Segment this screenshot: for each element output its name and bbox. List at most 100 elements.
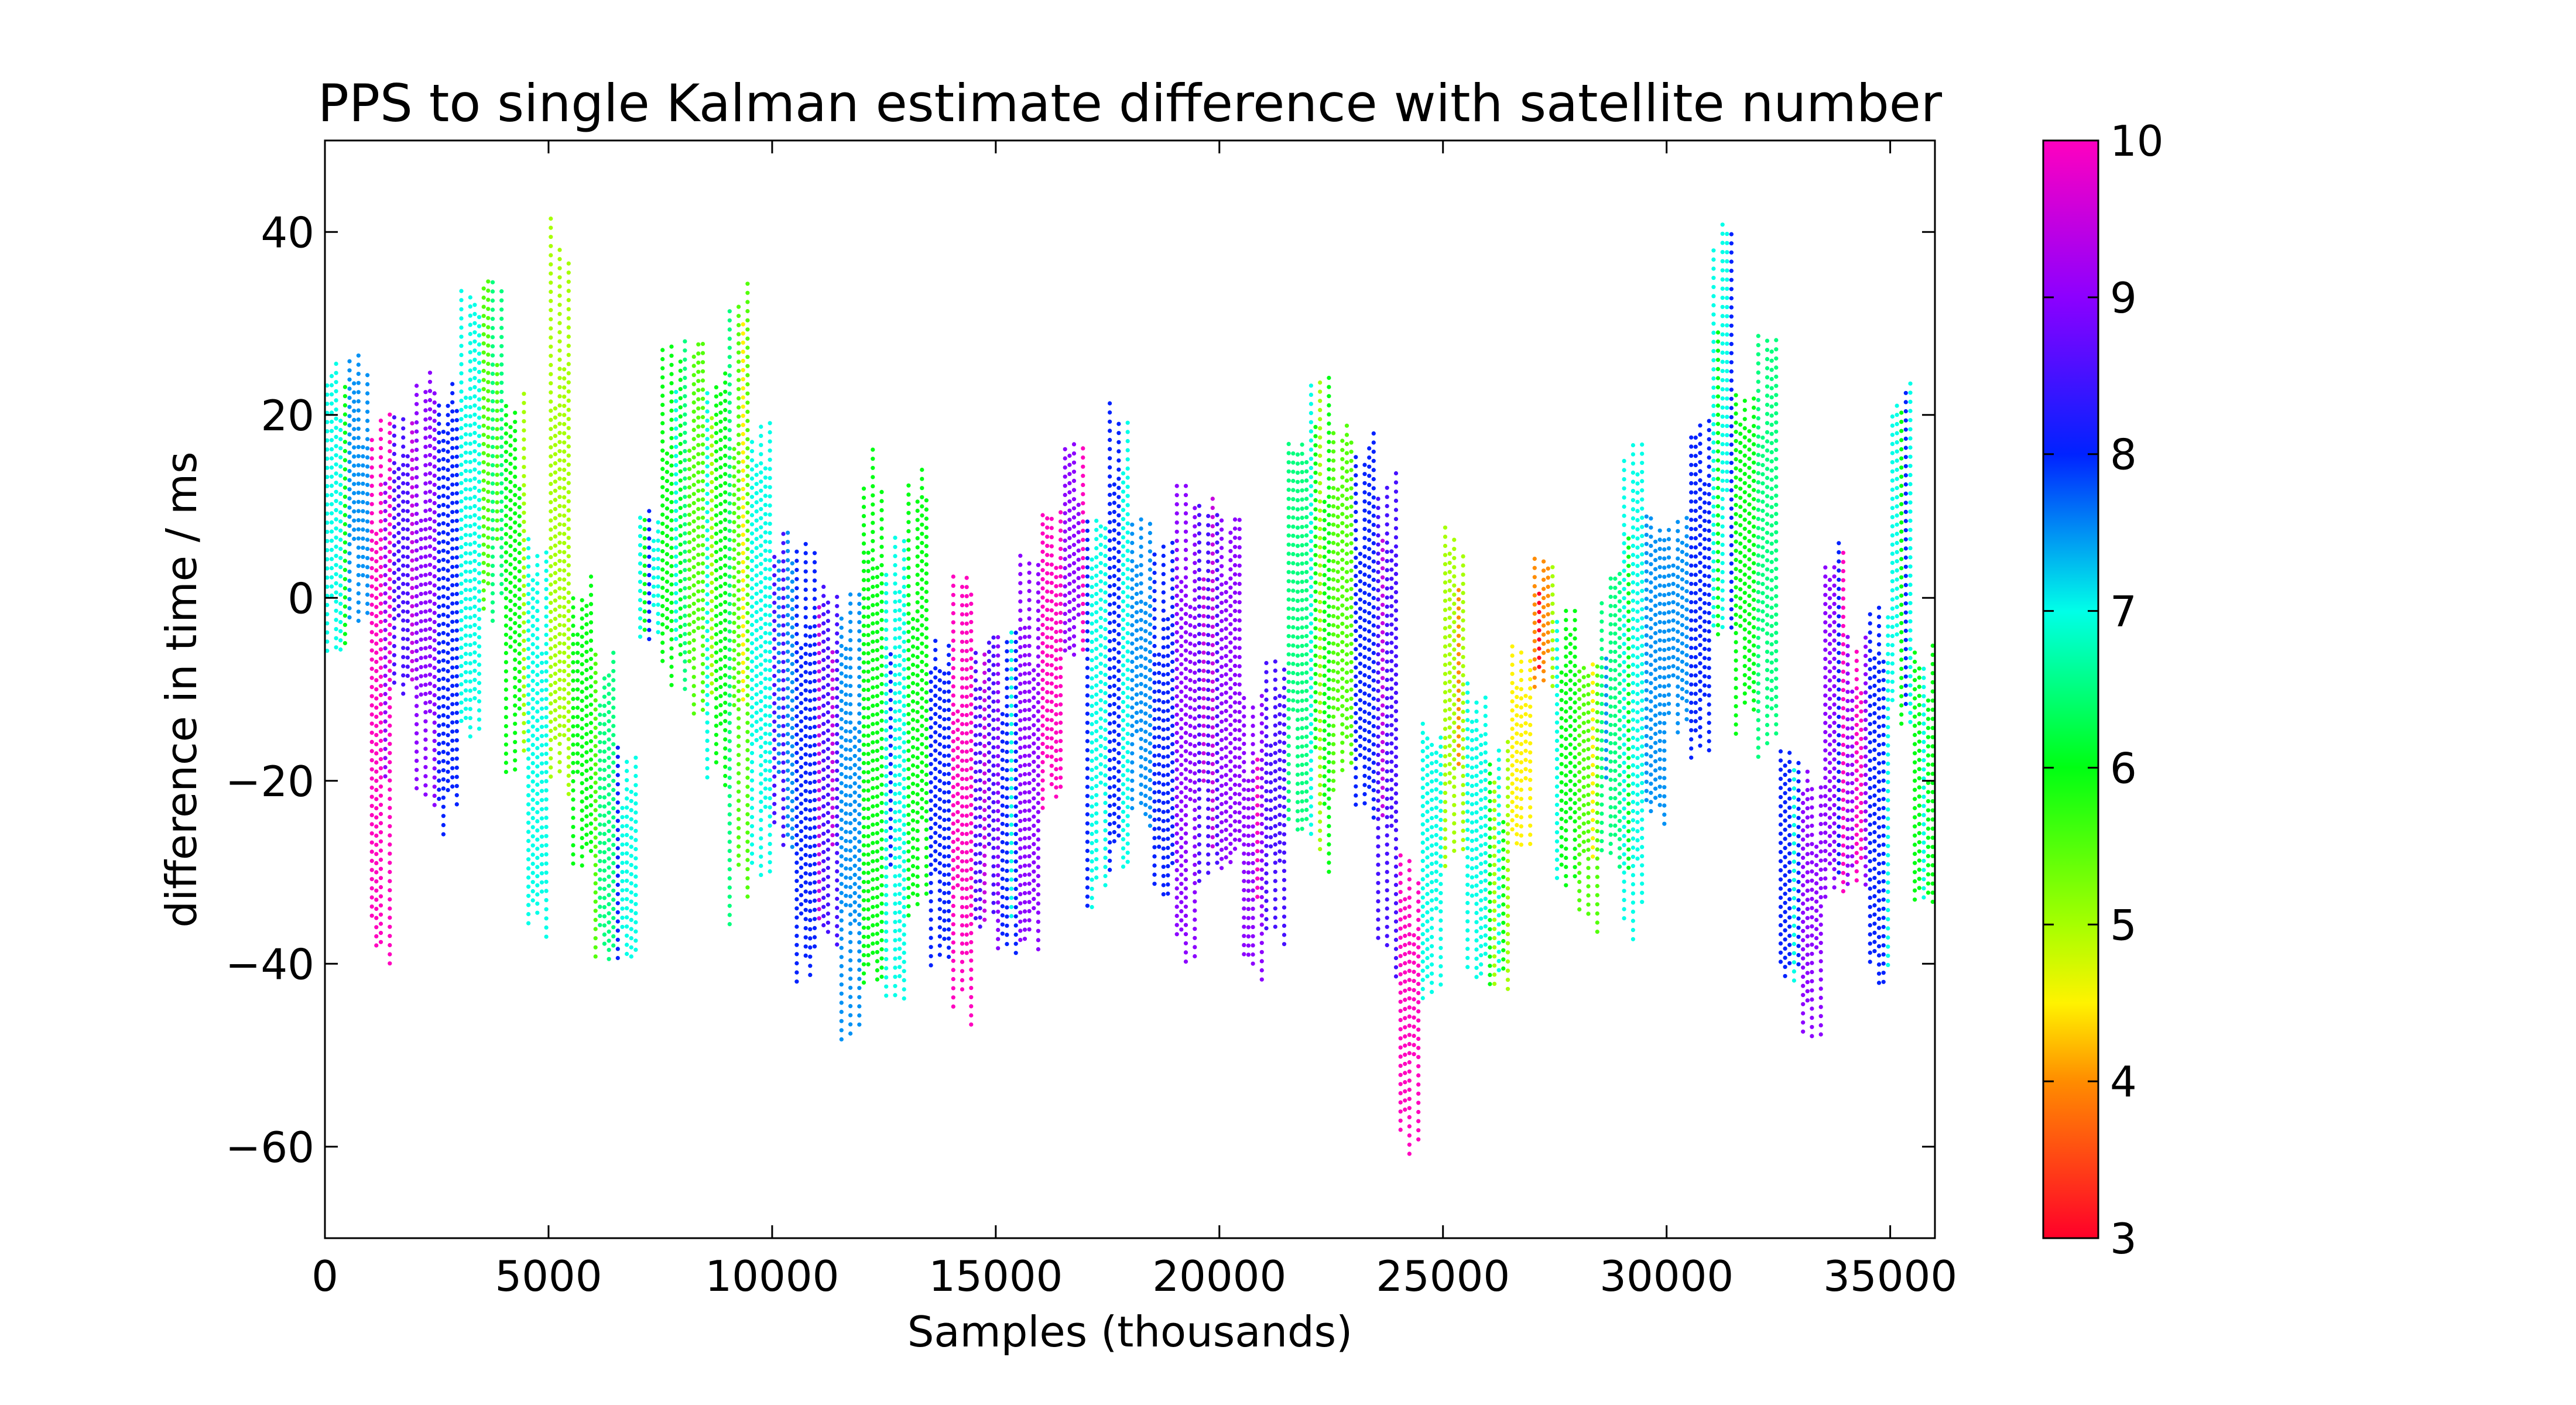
data-point bbox=[625, 769, 629, 773]
data-point bbox=[861, 523, 866, 527]
data-point bbox=[700, 442, 705, 447]
data-point bbox=[781, 605, 786, 609]
data-point bbox=[415, 594, 419, 599]
data-point bbox=[378, 858, 383, 862]
data-point bbox=[879, 544, 884, 549]
data-point bbox=[790, 835, 794, 840]
data-point bbox=[910, 644, 916, 649]
data-point bbox=[741, 423, 745, 427]
data-point bbox=[737, 680, 741, 684]
data-point bbox=[857, 766, 862, 771]
data-point bbox=[915, 499, 920, 504]
data-point bbox=[812, 652, 817, 656]
data-point bbox=[776, 577, 781, 582]
data-point bbox=[866, 926, 871, 930]
data-point bbox=[562, 403, 567, 408]
data-point bbox=[325, 429, 330, 434]
data-point bbox=[920, 696, 924, 701]
data-point bbox=[437, 769, 441, 774]
data-point bbox=[879, 590, 884, 595]
data-point bbox=[723, 527, 728, 532]
data-point bbox=[763, 630, 768, 635]
data-point bbox=[392, 479, 397, 484]
data-point bbox=[705, 574, 710, 578]
data-point bbox=[342, 430, 348, 435]
data-point bbox=[388, 449, 392, 454]
data-point bbox=[481, 387, 486, 392]
data-point bbox=[879, 755, 884, 760]
data-point bbox=[441, 484, 446, 489]
data-point bbox=[580, 772, 584, 776]
data-point bbox=[812, 624, 817, 629]
data-point bbox=[763, 759, 768, 763]
data-point bbox=[607, 865, 611, 870]
data-point bbox=[772, 655, 777, 660]
data-point bbox=[741, 587, 745, 592]
data-point bbox=[593, 652, 598, 657]
data-point bbox=[705, 665, 710, 670]
data-point bbox=[723, 426, 728, 431]
data-point bbox=[334, 471, 338, 476]
data-point bbox=[700, 671, 705, 676]
data-point bbox=[741, 678, 745, 683]
data-point bbox=[607, 856, 611, 861]
data-point bbox=[530, 761, 535, 766]
data-point bbox=[821, 630, 826, 635]
data-point bbox=[759, 616, 763, 621]
data-point bbox=[861, 532, 866, 537]
data-point bbox=[768, 494, 772, 499]
data-point bbox=[772, 619, 777, 623]
data-point bbox=[920, 595, 924, 600]
data-point bbox=[898, 727, 902, 732]
data-point bbox=[468, 432, 472, 437]
data-point bbox=[544, 614, 549, 619]
data-point bbox=[615, 791, 620, 796]
data-point bbox=[727, 492, 732, 496]
data-point bbox=[825, 884, 830, 889]
data-point bbox=[419, 592, 423, 597]
data-point bbox=[700, 506, 705, 511]
data-point bbox=[535, 828, 540, 833]
data-point bbox=[848, 738, 853, 743]
data-point bbox=[737, 341, 741, 346]
data-point bbox=[745, 474, 750, 478]
data-point bbox=[687, 540, 692, 544]
data-point bbox=[539, 670, 544, 674]
data-point bbox=[472, 604, 477, 609]
data-point bbox=[674, 390, 679, 395]
data-point bbox=[468, 350, 472, 355]
data-point bbox=[432, 501, 437, 506]
data-point bbox=[866, 560, 871, 564]
data-point bbox=[763, 549, 768, 553]
data-point bbox=[651, 602, 656, 607]
data-point bbox=[432, 711, 437, 716]
data-point bbox=[705, 775, 710, 780]
data-point bbox=[749, 705, 755, 710]
data-point bbox=[369, 584, 374, 589]
data-point bbox=[920, 678, 924, 683]
data-point bbox=[696, 479, 701, 484]
data-point bbox=[415, 722, 419, 727]
data-point bbox=[875, 895, 879, 900]
data-point bbox=[544, 623, 549, 628]
data-point bbox=[481, 570, 486, 574]
data-point bbox=[821, 740, 826, 745]
data-point bbox=[392, 607, 397, 612]
data-point bbox=[562, 422, 567, 427]
data-point bbox=[477, 543, 482, 548]
data-point bbox=[749, 787, 755, 792]
data-point bbox=[383, 509, 388, 513]
data-point bbox=[383, 746, 388, 751]
data-point bbox=[674, 499, 679, 504]
data-point bbox=[830, 796, 835, 801]
data-point bbox=[522, 712, 526, 717]
data-point bbox=[674, 563, 679, 568]
data-point bbox=[714, 403, 718, 408]
data-point bbox=[526, 638, 531, 642]
data-point bbox=[602, 923, 607, 928]
data-point bbox=[888, 817, 893, 821]
data-point bbox=[446, 642, 450, 646]
data-point bbox=[902, 932, 906, 937]
data-point bbox=[656, 593, 660, 598]
data-point bbox=[898, 754, 902, 759]
